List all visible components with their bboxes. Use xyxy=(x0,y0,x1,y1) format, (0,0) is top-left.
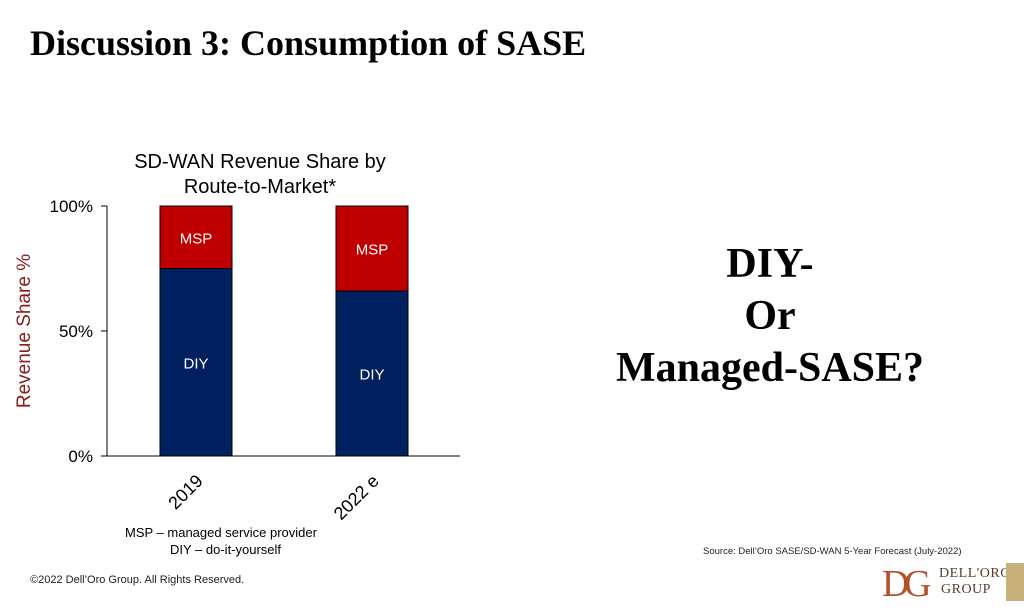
bar-label-diy: DIY xyxy=(183,355,208,372)
chart-title-line-2: Route-to-Market* xyxy=(183,176,337,198)
logo-letter-d: D xyxy=(882,563,909,603)
bar-msp-2022-e xyxy=(335,205,409,292)
logo-line-1: DELL'ORO xyxy=(939,566,1011,581)
y-tick-label: 50% xyxy=(59,322,93,341)
bar-label-msp: MSP xyxy=(356,242,389,259)
note-msp: MSP – managed service provider xyxy=(125,525,317,540)
question-line-1: DIY- xyxy=(726,241,814,287)
bar-diy-2022-e xyxy=(335,290,409,457)
delloro-logo-monogram: D G xyxy=(882,563,931,603)
logo-accent-block xyxy=(1006,563,1024,601)
y-tick-label: 100% xyxy=(50,197,93,216)
slide-title: Discussion 3: Consumption of SASE xyxy=(30,23,587,63)
abbreviation-notes: MSP – managed service provider DIY – do-… xyxy=(125,524,317,558)
note-diy: DIY – do-it-yourself xyxy=(170,542,282,557)
y-tick-label: 0% xyxy=(68,447,93,466)
bar-msp-2019 xyxy=(159,205,233,269)
logo-line-2: GROUP xyxy=(941,582,991,597)
question-line-3: Managed-SASE? xyxy=(615,345,925,391)
chart-title-line-1: SD-WAN Revenue Share by xyxy=(134,151,386,173)
logo-letter-g: G xyxy=(904,563,931,603)
bar-label-msp: MSP xyxy=(180,230,213,247)
y-axis-label: Revenue Share % xyxy=(14,254,35,408)
copyright-notice: ©2022 Dell’Oro Group. All Rights Reserve… xyxy=(30,574,245,586)
question-line-2: Or xyxy=(744,293,796,339)
source-note: Source: Dell’Oro SASE/SD-WAN 5-Year Fore… xyxy=(703,546,962,557)
bar-label-diy: DIY xyxy=(359,367,384,384)
chart-title: SD-WAN Revenue Share by Route-to-Market* xyxy=(95,150,425,200)
x-tick-label: 2022 e xyxy=(330,471,383,524)
discussion-question: DIY- Or Managed-SASE? xyxy=(580,238,960,394)
x-tick-label: 2019 xyxy=(164,471,206,513)
delloro-logo-wordmark: DELL'ORO GROUP xyxy=(939,566,1011,598)
